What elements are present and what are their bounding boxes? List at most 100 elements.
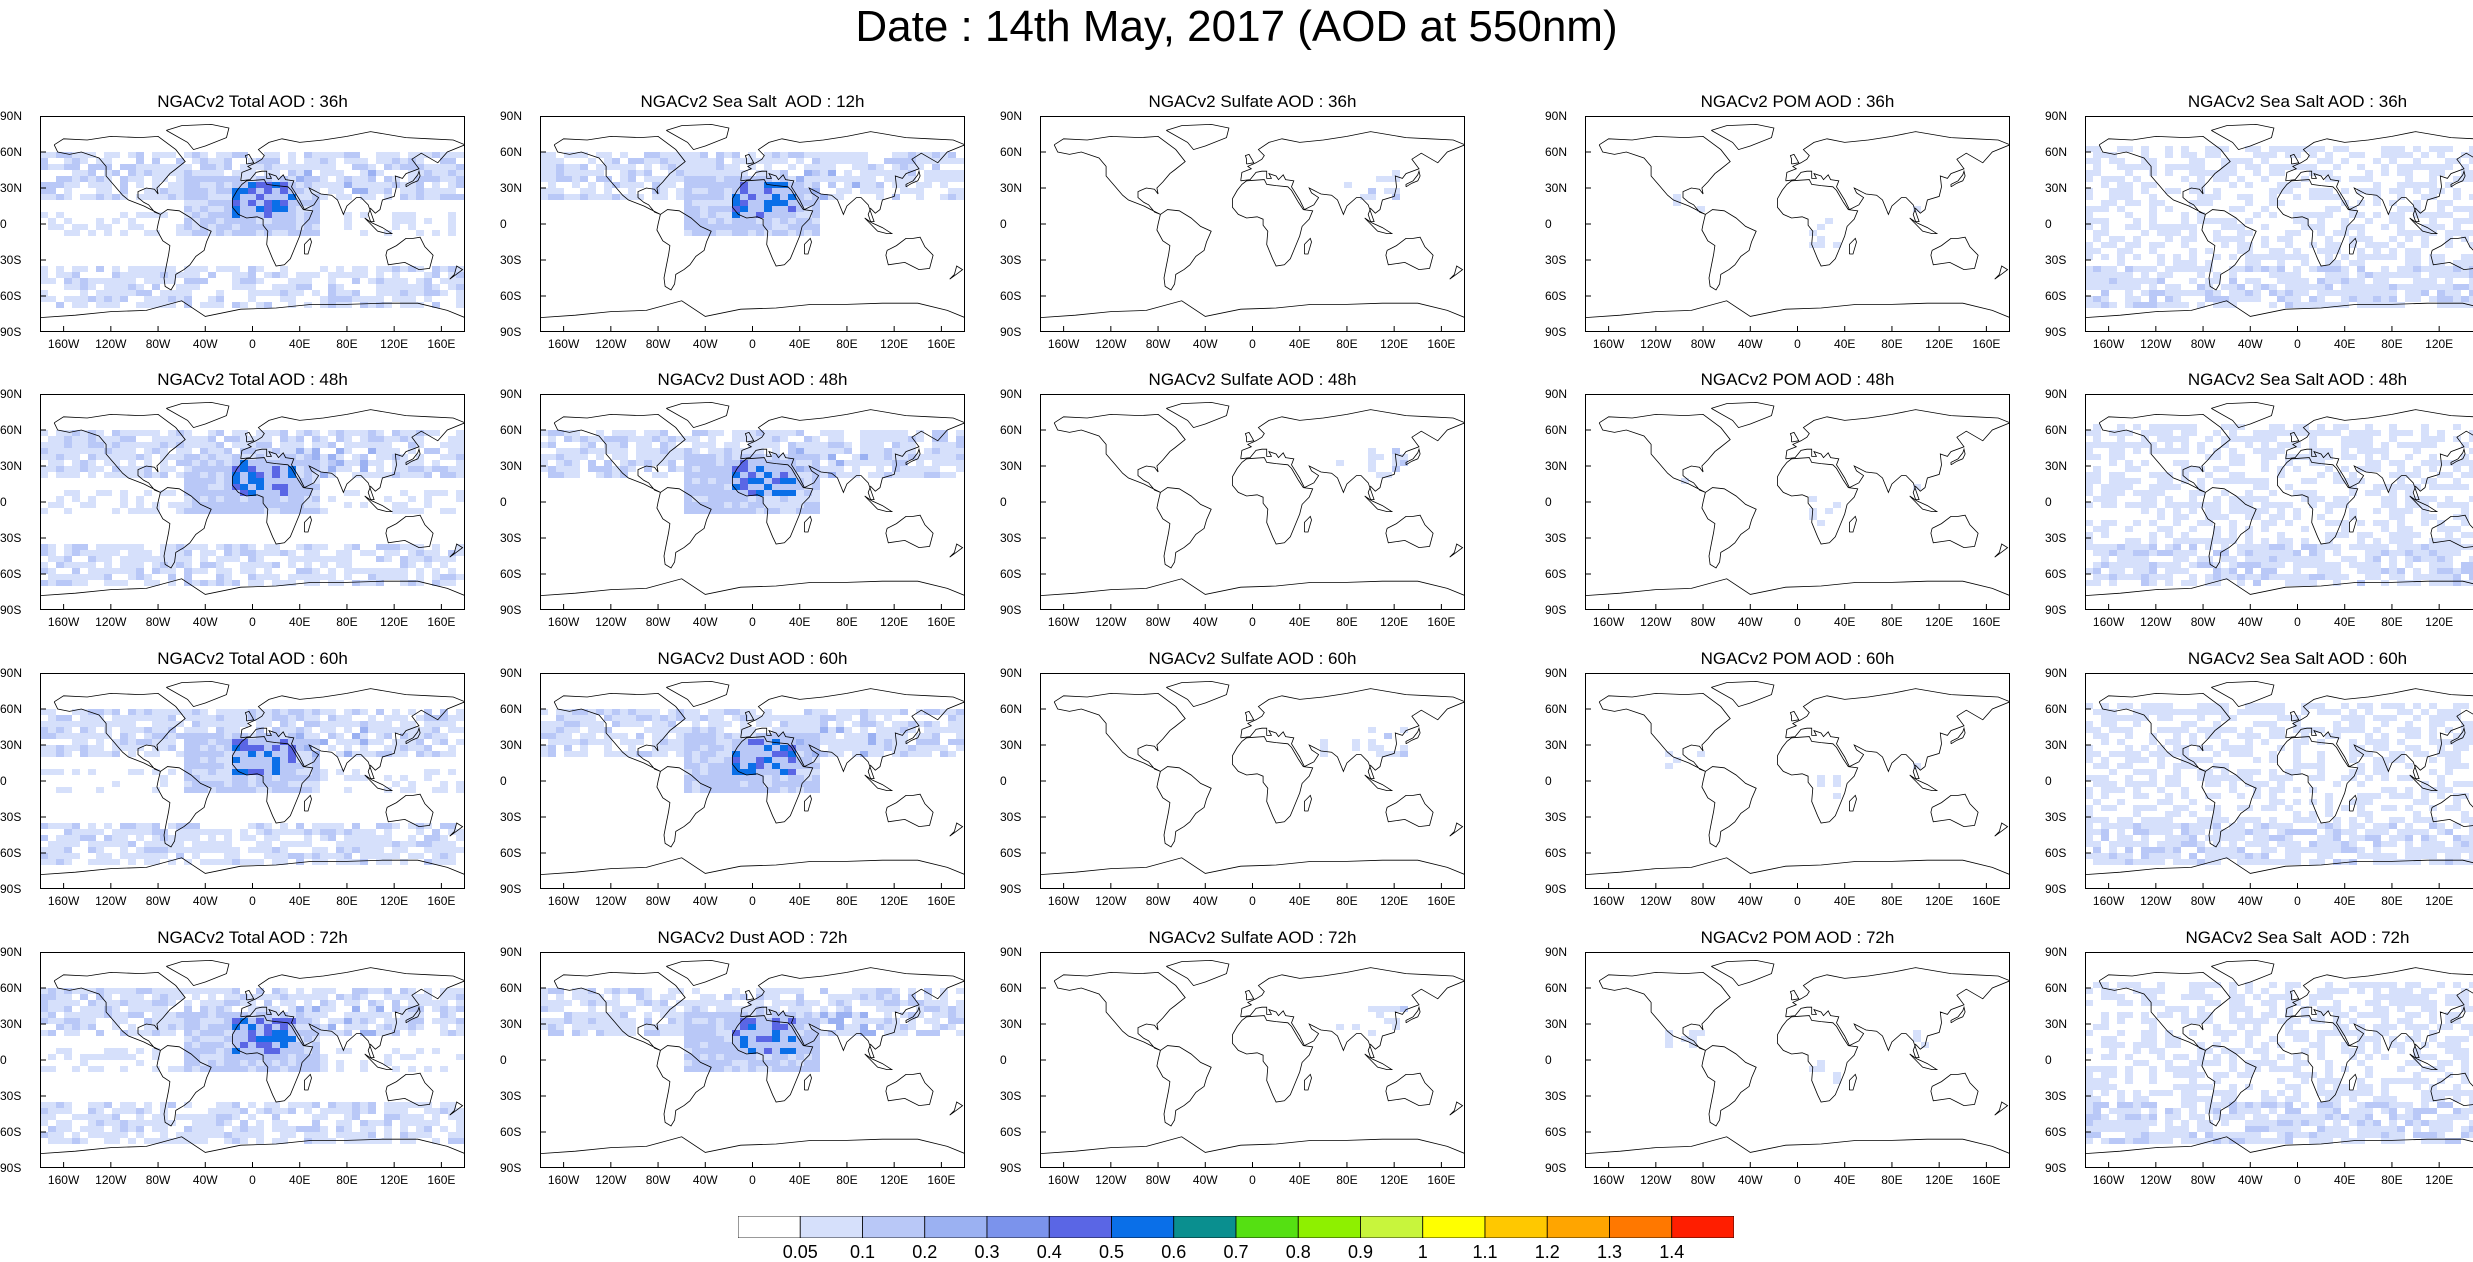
aod-cell <box>432 715 440 721</box>
aod-cell <box>168 466 176 472</box>
aod-cell <box>248 751 256 757</box>
aod-cell <box>2125 478 2133 484</box>
aod-cell <box>184 739 192 745</box>
aod-cell <box>772 230 780 236</box>
aod-cell <box>408 218 416 224</box>
aod-cell <box>2197 176 2205 182</box>
aod-cell <box>312 550 320 556</box>
aod-cell <box>2317 212 2325 218</box>
aod-cell <box>104 170 112 176</box>
aod-cell <box>700 152 708 158</box>
aod-cell <box>48 188 56 194</box>
aod-cell <box>2093 496 2101 502</box>
aod-cell <box>296 194 304 200</box>
aod-cell <box>360 164 368 170</box>
aod-cell <box>2341 496 2349 502</box>
aod-cell <box>376 170 384 176</box>
aod-cell <box>740 472 748 478</box>
aod-cell <box>216 442 224 448</box>
aod-cell <box>312 769 320 775</box>
aod-cell <box>2213 478 2221 484</box>
aod-cell <box>152 430 160 436</box>
aod-cell <box>64 721 72 727</box>
aod-cell <box>2301 254 2309 260</box>
aod-cell <box>440 739 448 745</box>
aod-cell <box>2245 550 2253 556</box>
aod-cell <box>360 745 368 751</box>
aod-cell <box>2189 538 2197 544</box>
aod-cell <box>224 478 232 484</box>
aod-cell <box>2101 206 2109 212</box>
aod-cell <box>580 448 588 454</box>
aod-cell <box>256 194 264 200</box>
aod-cell <box>2397 520 2405 526</box>
aod-cell <box>96 466 104 472</box>
aod-cell <box>2125 248 2133 254</box>
aod-cell <box>2149 242 2157 248</box>
aod-cell <box>2189 544 2197 550</box>
aod-cell <box>280 727 288 733</box>
aod-cell <box>128 454 136 460</box>
aod-cell <box>176 460 184 466</box>
aod-cell <box>940 442 948 448</box>
aod-cell <box>2325 170 2333 176</box>
aod-cell <box>860 152 868 158</box>
aod-cell <box>2293 550 2301 556</box>
aod-cell <box>1376 454 1384 460</box>
aod-cell <box>2301 544 2309 550</box>
aod-cell <box>128 715 136 721</box>
aod-cell <box>812 508 820 514</box>
aod-cell <box>2149 424 2157 430</box>
aod-cell <box>312 763 320 769</box>
aod-cell <box>2437 266 2445 272</box>
aod-cell <box>732 454 740 460</box>
aod-cell <box>2325 248 2333 254</box>
aod-cell <box>932 472 940 478</box>
aod-cell <box>700 176 708 182</box>
aod-cell <box>56 436 64 442</box>
aod-cell <box>280 502 288 508</box>
aod-cell <box>128 218 136 224</box>
aod-cell <box>240 478 248 484</box>
aod-cell <box>400 436 408 442</box>
aod-cell <box>184 508 192 514</box>
aod-cell <box>2309 436 2317 442</box>
aod-cell <box>360 194 368 200</box>
aod-cell <box>2389 502 2397 508</box>
aod-cell <box>224 176 232 182</box>
aod-cell <box>724 218 732 224</box>
aod-cell <box>400 182 408 188</box>
aod-cell <box>908 442 916 448</box>
aod-cell <box>2341 502 2349 508</box>
aod-cell <box>772 442 780 448</box>
aod-cell <box>240 230 248 236</box>
aod-cell <box>2101 242 2109 248</box>
aod-cell <box>2333 544 2341 550</box>
latitude-tick-label: 60N <box>0 146 34 158</box>
aod-cell <box>80 751 88 757</box>
aod-cell <box>2181 514 2189 520</box>
aod-cell <box>216 757 224 763</box>
aod-cell <box>120 502 128 508</box>
aod-cell <box>192 745 200 751</box>
latitude-tick-label: 0 <box>500 218 534 230</box>
aod-cell <box>788 164 796 170</box>
aod-cell <box>652 454 660 460</box>
aod-cell <box>312 502 320 508</box>
aod-cell <box>716 502 724 508</box>
coastline <box>1054 414 1185 492</box>
aod-cell <box>844 448 852 454</box>
latitude-tick-label: 30N <box>1545 460 1579 472</box>
aod-cell <box>572 170 580 176</box>
aod-cell <box>176 170 184 176</box>
aod-cell <box>588 442 596 448</box>
aod-cell <box>280 206 288 212</box>
aod-cell <box>804 170 812 176</box>
aod-cell <box>2453 544 2461 550</box>
aod-cell <box>900 442 908 448</box>
aod-cell <box>644 436 652 442</box>
aod-cell <box>1368 466 1376 472</box>
aod-cell <box>256 751 264 757</box>
aod-cell <box>604 152 612 158</box>
